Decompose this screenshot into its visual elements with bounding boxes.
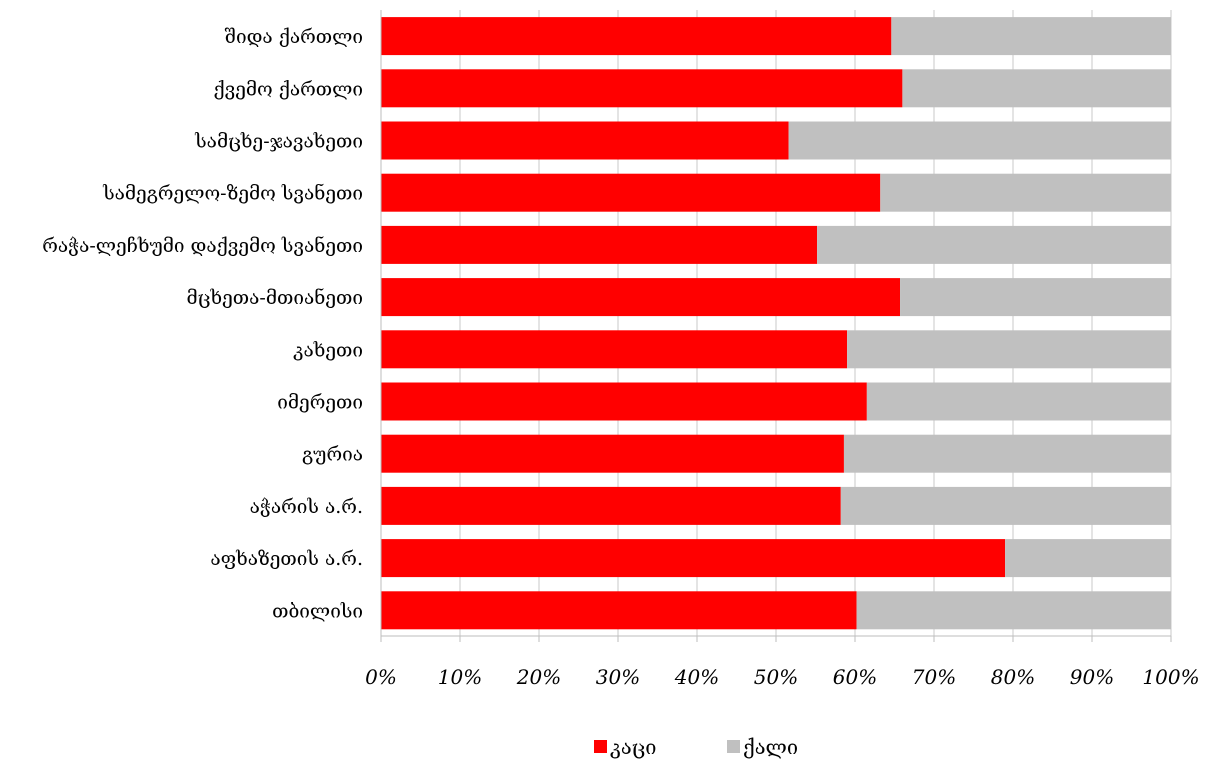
x-tick-label: 100% (1142, 665, 1199, 689)
legend-label: ქალი (743, 735, 798, 759)
bar-layer (381, 17, 1171, 630)
category-labels: შიდა ქართლი ქვემო ქართლი სამცხე-ჯავახეთი სა… (42, 26, 363, 622)
bar-series1 (381, 591, 857, 630)
x-tick-label: 40% (674, 665, 719, 689)
x-tick-label: 10% (438, 665, 482, 689)
bar-series2 (817, 225, 1171, 264)
category-label: სამცხე-ჯავახეთი (194, 131, 363, 153)
bar-series2 (880, 173, 1171, 212)
bar-series1 (381, 69, 903, 108)
legend: კაცი ქალი (594, 735, 798, 759)
x-tick-label: 60% (833, 665, 877, 689)
x-tick-label: 50% (754, 665, 798, 689)
category-label: სამეგრელო-ზემო სვანეთი (102, 183, 363, 205)
x-tick-label: 30% (596, 665, 640, 689)
bar-series1 (381, 17, 892, 56)
category-label: შიდა ქართლი (225, 26, 363, 48)
bar-series1 (381, 330, 848, 369)
bar-series1 (381, 382, 867, 421)
x-tick-labels: 0% 10% 20% 30% 40% 50% 60% 70% 80% 90% 100% (365, 665, 1199, 689)
bar-series1 (381, 225, 818, 264)
bar-series1 (381, 486, 841, 525)
category-label: ქვემო ქართლი (214, 78, 364, 100)
legend-swatch (594, 740, 607, 753)
x-tick-label: 20% (516, 665, 561, 689)
x-tick-label: 0% (365, 665, 397, 689)
bar-series2 (847, 330, 1171, 369)
bar-series2 (891, 17, 1171, 56)
bar-series2 (866, 382, 1171, 421)
grid-layer (380, 10, 1172, 636)
bar-series2 (902, 69, 1171, 108)
category-label: იმერეთი (277, 392, 363, 414)
bar-series2 (788, 121, 1171, 160)
category-label: მცხეთა-მთიანეთი (187, 287, 363, 309)
bar-series2 (1005, 539, 1171, 578)
bar-series1 (381, 121, 789, 160)
bar-series1 (381, 278, 901, 317)
x-tick-label: 90% (1070, 665, 1114, 689)
axis-layer (380, 10, 1172, 642)
category-label: თბილისი (272, 600, 363, 622)
x-tick-label: 80% (991, 665, 1035, 689)
legend-swatch (727, 740, 740, 753)
legend-label: კაცი (610, 735, 656, 759)
category-label: რაჭა-ლეჩხუმი დაქვემო სვანეთი (42, 235, 363, 257)
category-label: აჭარის ა.რ. (250, 496, 363, 518)
bar-series2 (856, 591, 1171, 630)
category-label: აფხაზეთის ა.რ. (210, 548, 363, 570)
bar-series2 (840, 486, 1171, 525)
bar-series2 (843, 434, 1171, 473)
bar-series1 (381, 173, 881, 212)
bar-series1 (381, 539, 1006, 578)
category-label: კახეთი (293, 339, 363, 361)
bar-series2 (900, 278, 1171, 317)
x-tick-label: 70% (912, 665, 956, 689)
category-label: გურია (302, 444, 363, 466)
bar-series1 (381, 434, 844, 473)
